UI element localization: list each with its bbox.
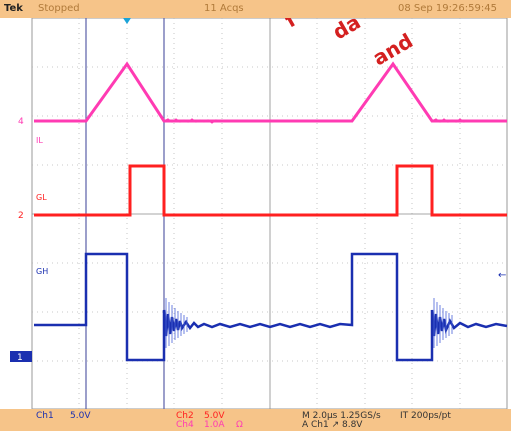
- gl-trace: [34, 164, 507, 217]
- ch2-label: Ch2: [176, 411, 194, 421]
- watermark-line-2: da: [329, 18, 365, 44]
- il-label: IL: [36, 136, 43, 145]
- il-trace: [34, 61, 507, 123]
- timebase: M 2.0µs 1.25GS/s: [302, 411, 381, 421]
- ch2-scale: 5.0V: [204, 411, 225, 421]
- brand-label: Tek: [4, 3, 23, 14]
- status-bar: Tek Stopped 11 Acqs 08 Sep 19:26:59:45: [0, 0, 511, 18]
- ch4-label: Ch4: [176, 420, 194, 430]
- watermark-line-1: f: [281, 18, 301, 32]
- acquisition-status: Stopped: [38, 3, 80, 14]
- date-time: 08 Sep 19:26:59:45: [398, 3, 497, 14]
- waveform-display: 4 2 1 IL GL GH ← f da and: [0, 18, 511, 409]
- measurement-bar: Ch1 5.0V Ch2 5.0V Ch4 1.0A Ω M 2.0µs 1.2…: [0, 409, 511, 431]
- acquisition-count: 11 Acqs: [204, 3, 244, 14]
- offscreen-arrow-icon: ←: [498, 270, 506, 281]
- ch1-ground-marker-box: [10, 351, 32, 362]
- ch1-label: Ch1: [36, 411, 54, 421]
- gl-label: GL: [36, 193, 47, 202]
- gh-label: GH: [36, 267, 48, 276]
- ch2-ground-marker: 2: [18, 211, 24, 221]
- ch1-scale: 5.0V: [70, 411, 91, 421]
- trigger-setting: A Ch1 ↗ 8.8V: [302, 420, 363, 430]
- ch1-ground-marker: 1: [17, 353, 23, 363]
- ch4-scale: 1.0A: [204, 420, 225, 430]
- gh-ringing: [165, 298, 453, 348]
- watermark: f da and: [281, 18, 417, 70]
- waveform-graticule: 4 2 1 IL GL GH ← f da and: [10, 18, 508, 409]
- trigger-position-marker: [123, 18, 131, 24]
- record-resolution: IT 200ps/pt: [400, 411, 451, 421]
- gh-trace: [34, 252, 508, 362]
- il-trace-noise: [163, 118, 469, 124]
- ch4-unit: Ω: [236, 420, 243, 430]
- ch4-ground-marker: 4: [18, 117, 24, 127]
